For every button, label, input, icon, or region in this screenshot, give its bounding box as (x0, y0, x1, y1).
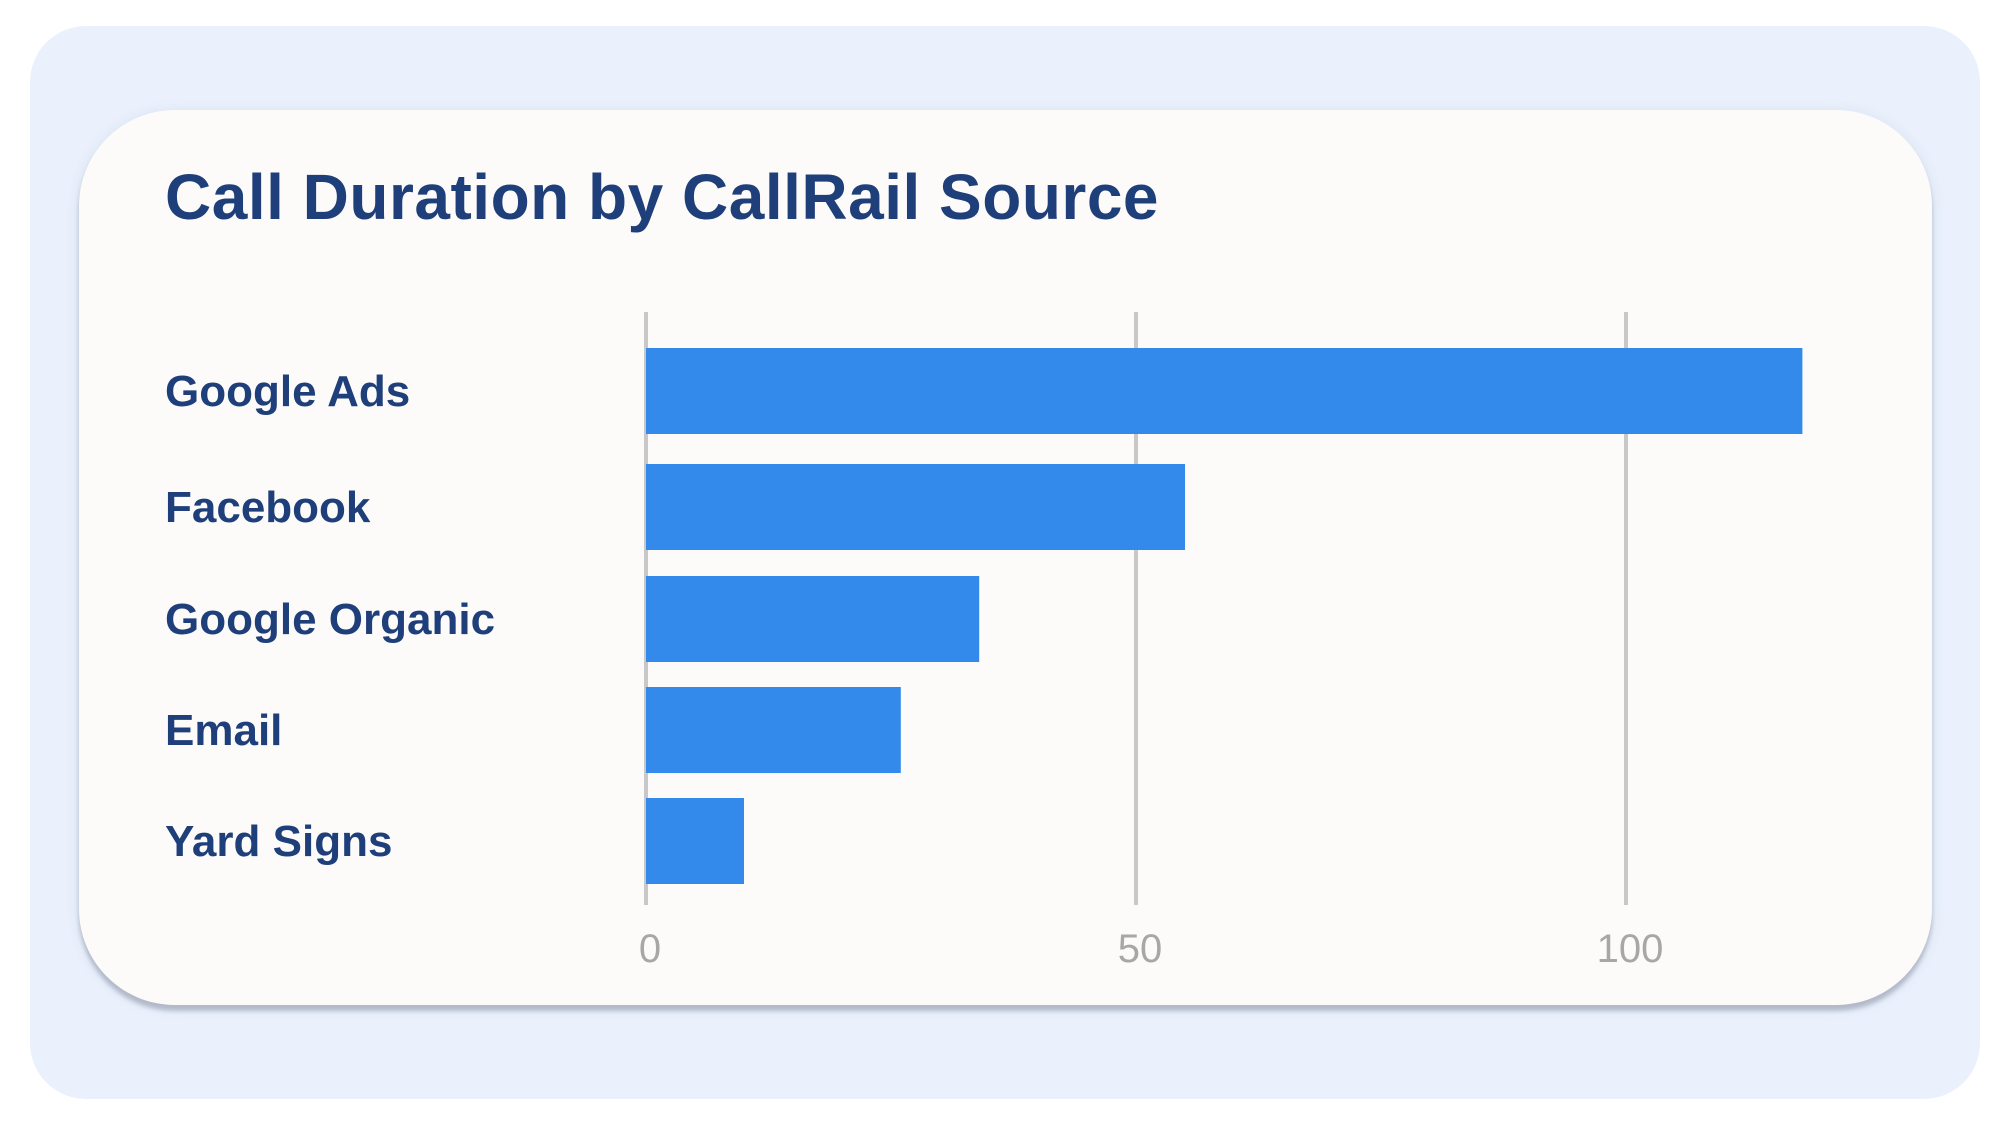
category-label: Facebook (165, 483, 371, 532)
bar-facebook (646, 464, 1185, 550)
x-tick-label: 100 (1597, 927, 1664, 971)
bar-google-ads (646, 348, 1803, 434)
category-label: Google Organic (165, 595, 495, 644)
category-labels: Google Ads Facebook Google Organic Email Yar… (165, 367, 495, 866)
chart-card (79, 110, 1932, 1005)
category-label: Email (165, 706, 282, 755)
x-tick-label: 50 (1118, 927, 1163, 971)
chart-title: Call Duration by CallRail Source (165, 161, 1159, 233)
bar-google-organic (646, 576, 980, 662)
category-label: Google Ads (165, 367, 410, 416)
category-label: Yard Signs (165, 817, 392, 866)
x-axis-tick-labels: 0 50 100 (639, 927, 1664, 971)
bars (646, 348, 1803, 884)
x-tick-label: 0 (639, 927, 661, 971)
bar-yard-signs (646, 798, 744, 884)
bar-email (646, 687, 901, 773)
